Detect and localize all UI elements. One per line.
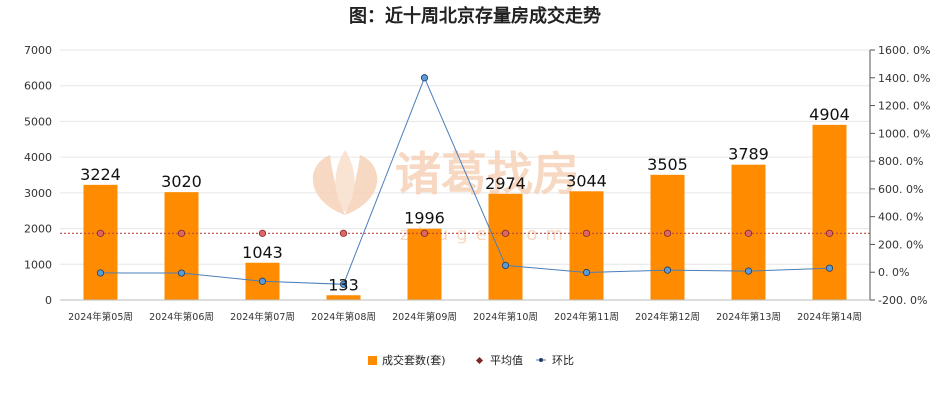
bar-value-label: 1043 bbox=[242, 243, 283, 262]
watermark-logo-icon bbox=[312, 150, 378, 215]
bar-value-label: 3224 bbox=[80, 165, 121, 184]
bar bbox=[164, 192, 199, 300]
bar bbox=[569, 191, 604, 300]
bar-value-label: 133 bbox=[328, 275, 359, 294]
average-point bbox=[420, 229, 429, 237]
mom-point bbox=[339, 280, 348, 288]
bar bbox=[650, 174, 685, 300]
bar bbox=[83, 184, 118, 300]
legend-swatch-average bbox=[475, 356, 484, 365]
bar-value-label: 3789 bbox=[728, 145, 769, 164]
labels-layer: 3224 3020 1043 133 1996 2974 3044 3505 3789 4904 bbox=[80, 105, 850, 294]
y-left-tick-label: 4000 bbox=[24, 151, 52, 164]
x-tick-label: 2024年第12周 bbox=[635, 311, 700, 323]
mom-point bbox=[96, 269, 105, 277]
bar-value-label: 3044 bbox=[566, 171, 607, 190]
x-tick-label: 2024年第14周 bbox=[797, 311, 862, 323]
mom-point bbox=[663, 266, 672, 274]
bar-value-label: 3020 bbox=[161, 172, 202, 191]
y-right-tick-label: 1000. 0% bbox=[878, 127, 930, 140]
x-tick-label: 2024年第06周 bbox=[149, 311, 214, 323]
bar bbox=[812, 124, 847, 300]
average-point bbox=[96, 229, 105, 237]
y-right-tick-label: 800. 0% bbox=[878, 155, 923, 168]
mom-point bbox=[744, 267, 753, 275]
y-left-tick-label: 0 bbox=[45, 294, 52, 307]
mom-point bbox=[420, 74, 429, 82]
y-left-tick-label: 3000 bbox=[24, 187, 52, 200]
bar bbox=[326, 295, 361, 300]
x-tick-label: 2024年第08周 bbox=[311, 311, 376, 323]
mom-point bbox=[177, 269, 186, 277]
y-right-tick-label: 1600. 0% bbox=[878, 44, 930, 57]
watermark: 诸葛找房 zhuge.com bbox=[312, 147, 579, 245]
bar-value-label: 1996 bbox=[404, 209, 445, 228]
x-tick-label: 2024年第07周 bbox=[230, 311, 295, 323]
legend: 成交套数(套) 平均值 环比 bbox=[368, 353, 574, 367]
legend-label-bar: 成交套数(套) bbox=[382, 353, 446, 367]
y-left-tick-label: 7000 bbox=[24, 44, 52, 57]
average-point bbox=[258, 229, 267, 237]
x-tick-label: 2024年第05周 bbox=[68, 311, 133, 323]
bar-value-label: 4904 bbox=[809, 105, 850, 124]
y-left-tick-label: 1000 bbox=[24, 258, 52, 271]
mom-point bbox=[501, 261, 510, 270]
x-tick-label: 2024年第09周 bbox=[392, 311, 457, 323]
mom-point bbox=[582, 268, 591, 277]
mom-point bbox=[825, 264, 834, 272]
y-left-tick-label: 6000 bbox=[24, 80, 52, 93]
bar bbox=[488, 193, 523, 300]
legend-swatch-mom-point bbox=[539, 358, 543, 362]
average-point bbox=[501, 229, 510, 237]
axis-layer: 0 1000 2000 3000 4000 5000 6000 7000 -200. 0% 0. … bbox=[24, 44, 930, 323]
average-point bbox=[744, 229, 753, 237]
average-point bbox=[825, 229, 834, 237]
y-right-tick-label: 0. 0% bbox=[878, 266, 909, 279]
chart-title: 图：近十周北京存量房成交走势 bbox=[349, 5, 601, 27]
lines-layer bbox=[60, 74, 870, 288]
x-tick-label: 2024年第13周 bbox=[716, 311, 781, 323]
mom-point bbox=[258, 277, 267, 285]
average-point bbox=[582, 229, 591, 237]
watermark-text: 诸葛找房 bbox=[395, 147, 579, 201]
bar bbox=[407, 228, 442, 300]
y-left-tick-label: 2000 bbox=[24, 223, 52, 236]
y-left-tick-label: 5000 bbox=[24, 115, 52, 128]
average-point bbox=[339, 229, 348, 237]
y-right-tick-label: -200. 0% bbox=[878, 294, 927, 307]
y-right-tick-label: 400. 0% bbox=[878, 211, 923, 224]
average-point bbox=[177, 229, 186, 237]
legend-label-average: 平均值 bbox=[490, 354, 523, 367]
bar-value-label: 2974 bbox=[485, 174, 526, 193]
bar-value-label: 3505 bbox=[647, 155, 688, 174]
x-tick-label: 2024年第10周 bbox=[473, 311, 538, 323]
y-right-tick-label: 1400. 0% bbox=[878, 72, 930, 85]
y-right-tick-label: 1200. 0% bbox=[878, 100, 930, 113]
y-right-tick-label: 200. 0% bbox=[878, 238, 923, 251]
mom-line bbox=[100, 76, 830, 285]
average-point bbox=[663, 229, 672, 237]
legend-label-mom: 环比 bbox=[552, 354, 574, 367]
y-right-tick-label: 600. 0% bbox=[878, 183, 923, 196]
x-tick-label: 2024年第11周 bbox=[554, 311, 619, 323]
legend-swatch-bar bbox=[368, 356, 377, 365]
